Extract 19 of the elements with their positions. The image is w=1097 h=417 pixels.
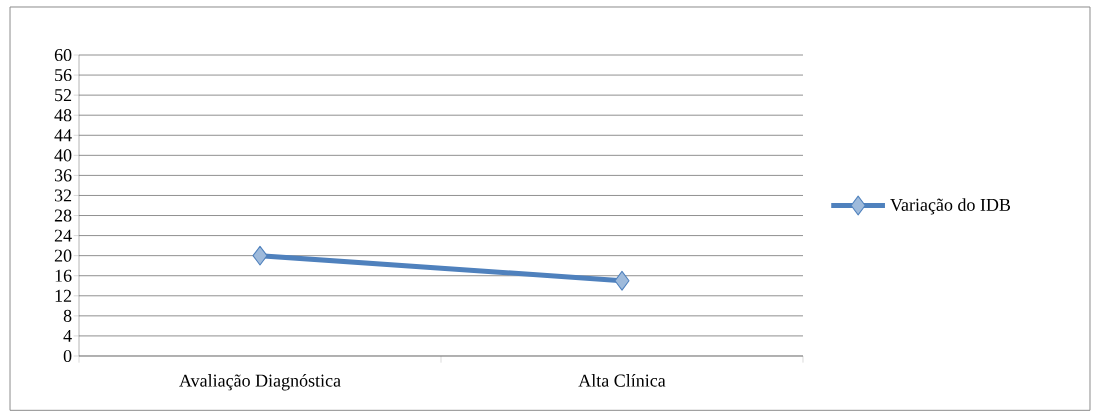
legend-label: Variação do IDB (890, 198, 1011, 215)
y-tick-label: 4 (63, 329, 72, 342)
y-tick-label: 40 (54, 149, 72, 162)
y-tick-label: 24 (54, 229, 72, 242)
y-tick-label: 0 (63, 349, 72, 363)
y-tick-label: 52 (55, 89, 72, 102)
y-tick-label: 16 (55, 269, 72, 282)
y-tick-label: 32 (54, 189, 72, 202)
y-tick-label: 60 (54, 48, 72, 62)
y-tick-label: 44 (54, 129, 72, 142)
y-tick-label: 20 (54, 249, 72, 262)
x-tick-label: Alta Clínica (578, 374, 666, 387)
y-tick-label: 56 (55, 69, 72, 82)
y-tick-label: 12 (55, 289, 72, 302)
y-tick-label: 48 (54, 109, 72, 122)
y-tick-label: 8 (63, 309, 72, 322)
y-tick-label: 28 (54, 209, 72, 222)
y-tick-label: 36 (54, 169, 72, 182)
x-tick-label: Avaliação Diagnóstica (179, 374, 341, 391)
